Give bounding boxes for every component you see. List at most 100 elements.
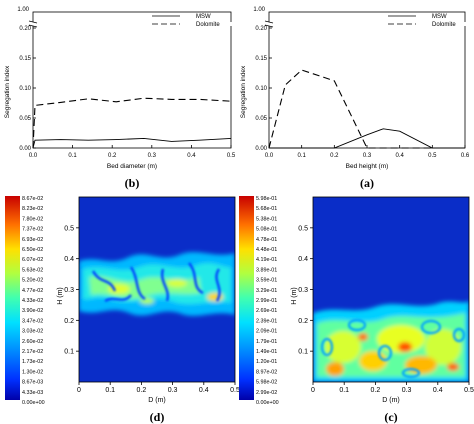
colorbar-label: 0.00e+00 <box>256 400 279 406</box>
colorbar-label: 4.33e-02 <box>22 298 43 304</box>
xtick-label: 0.3 <box>148 153 157 159</box>
colorbar-label: 6.50e-02 <box>22 247 43 253</box>
legend-dolomite-label: Dolomite <box>196 22 220 28</box>
colorbar-label: 4.77e-02 <box>22 288 43 294</box>
ytick-label: 0.2 <box>64 318 74 325</box>
colorbar-label: 3.59e-01 <box>256 278 277 284</box>
legend-msw-label: MSW <box>432 14 447 20</box>
ytick-label: 0.5 <box>64 225 74 232</box>
colorbar-label: 6.93e-02 <box>22 237 43 243</box>
xtick-label: 0 <box>77 387 81 394</box>
colorbar-label: 0.00e+00 <box>22 400 45 406</box>
colorbar-label: 1.73e-02 <box>22 359 43 365</box>
contour-d-xlabel: D (m) <box>148 397 166 404</box>
chart-a-ylabel: Segregation index <box>240 65 247 118</box>
colorbar-label: 2.09e-01 <box>256 329 277 335</box>
ytick-label: 0.5 <box>298 225 308 232</box>
chart-a-xticks: 0.0 0.1 0.2 0.3 0.4 0.5 0.6 <box>265 145 470 159</box>
ytick-label: 0.15 <box>19 56 31 62</box>
colorbar-label: 2.99e-02 <box>256 390 277 396</box>
xtick-label: 0.2 <box>330 153 339 159</box>
contour-c-xlabel: D (m) <box>382 397 400 404</box>
ytick-label: 0.2 <box>298 318 308 325</box>
colorbar-c-labels: 5.98e-01 5.68e-01 5.38e-01 5.08e-01 4.78e-01… <box>256 196 279 406</box>
xtick-label: 0.5 <box>230 387 240 394</box>
caption-c: (c) <box>384 410 397 424</box>
ytick-label: 0.00 <box>255 146 267 152</box>
colorbar-label: 8.67e-02 <box>22 196 43 202</box>
chart-a-axes-frame <box>268 11 466 149</box>
xtick-label: 0.2 <box>371 387 381 394</box>
contour-c-plot <box>313 197 469 382</box>
ytick-label: 0.15 <box>255 56 267 62</box>
xtick-label: 0.1 <box>339 387 349 394</box>
colorbar-label: 5.63e-02 <box>22 267 43 273</box>
colorbar-label: 4.48e-01 <box>256 247 277 253</box>
chart-a-ytick-top: 1.00 <box>253 7 265 13</box>
xtick-label: 0.4 <box>199 387 209 394</box>
xtick-label: 0.4 <box>187 153 196 159</box>
colorbar-label: 2.17e-02 <box>22 349 43 355</box>
series-msw-line <box>269 128 465 149</box>
colorbar-label: 1.79e-01 <box>256 339 277 345</box>
contour-c-yticks: 0.1 0.2 0.3 0.4 0.5 <box>298 225 313 356</box>
colorbar-c <box>239 196 254 400</box>
colorbar-label: 3.89e-01 <box>256 267 277 273</box>
contour-d-vortices <box>91 262 221 303</box>
colorbar-d <box>5 196 20 400</box>
ytick-label: 0.3 <box>298 287 308 294</box>
xtick-label: 0.5 <box>464 387 474 394</box>
chart-b-axes-frame <box>32 11 232 149</box>
chart-b-legend: MSW Dolomite <box>152 14 220 28</box>
ytick-label: 0.05 <box>19 116 31 122</box>
colorbar-label: 3.29e-01 <box>256 288 277 294</box>
series-dolomite-line <box>32 97 232 149</box>
colorbar-label: 3.47e-02 <box>22 318 43 324</box>
colorbar-label: 4.33e-03 <box>22 390 43 396</box>
chart-b-xticks: 0.0 0.1 0.2 0.3 0.4 0.5 <box>29 145 236 159</box>
colorbar-d-labels: 8.67e-02 8.23e-02 7.80e-02 7.37e-02 6.93e-02… <box>22 196 45 406</box>
colorbar-label: 3.90e-02 <box>22 308 43 314</box>
xtick-label: 0.1 <box>68 153 77 159</box>
chart-bed-diameter: 1.00 0.000.050.100.150.20 0.0 0.1 0.2 0.3 0.… <box>4 7 236 190</box>
colorbar-label: 2.60e-02 <box>22 339 43 345</box>
colorbar-label: 1.30e-02 <box>22 369 43 375</box>
ytick-label: 0.3 <box>64 287 74 294</box>
ytick-label: 0.1 <box>298 349 308 356</box>
xtick-label: 0.0 <box>29 153 38 159</box>
xtick-label: 0.4 <box>433 387 443 394</box>
colorbar-label: 7.80e-02 <box>22 216 43 222</box>
chart-b-ylabel: Segregation index <box>4 65 11 118</box>
chart-a-yticks: 0.00 0.05 0.10 0.15 0.20 <box>255 26 272 152</box>
contour-panel-d: 8.67e-02 8.23e-02 7.80e-02 7.37e-02 6.93e-02… <box>5 196 240 424</box>
contour-d-ylabel: H (m) <box>57 287 64 305</box>
chart-bed-height: 1.00 0.000.050.100.150.20 0.0 0.1 0.2 0.3 0.… <box>240 7 470 190</box>
colorbar-label: 4.78e-01 <box>256 237 277 243</box>
contour-c-bubbles <box>320 318 466 379</box>
colorbar-label: 5.20e-02 <box>22 278 43 284</box>
colorbar-label: 4.19e-01 <box>256 257 277 263</box>
series-dolomite-line <box>268 69 465 149</box>
xtick-label: 0.3 <box>363 153 372 159</box>
caption-d: (d) <box>150 410 165 424</box>
xtick-label: 0.2 <box>108 153 117 159</box>
contour-d-yticks: 0.1 0.2 0.3 0.4 0.5 <box>64 225 79 356</box>
colorbar-label: 3.03e-02 <box>22 329 43 335</box>
colorbar-label: 2.99e-01 <box>256 298 277 304</box>
chart-b-yticks: 0.00 0.05 0.10 0.15 0.20 <box>19 26 36 152</box>
contour-d-xticks: 0 0.1 0.2 0.3 0.4 0.5 <box>77 382 240 394</box>
legend-msw-label: MSW <box>196 14 211 20</box>
xtick-label: 0.1 <box>297 153 306 159</box>
colorbar-label: 8.67e-03 <box>22 380 43 386</box>
contour-c-xticks: 0 0.1 0.2 0.3 0.4 0.5 <box>311 382 474 394</box>
colorbar-label: 8.97e-02 <box>256 369 277 375</box>
xtick-label: 0 <box>311 387 315 394</box>
chart-b-axis-break <box>28 20 236 28</box>
legend-dolomite-label: Dolomite <box>432 22 456 28</box>
chart-b-ytick-top: 1.00 <box>17 7 29 13</box>
caption-b: (b) <box>125 176 140 190</box>
contour-d-plot <box>79 197 235 382</box>
colorbar-label: 6.07e-02 <box>22 257 43 263</box>
contour-c-ylabel: H (m) <box>291 287 298 305</box>
